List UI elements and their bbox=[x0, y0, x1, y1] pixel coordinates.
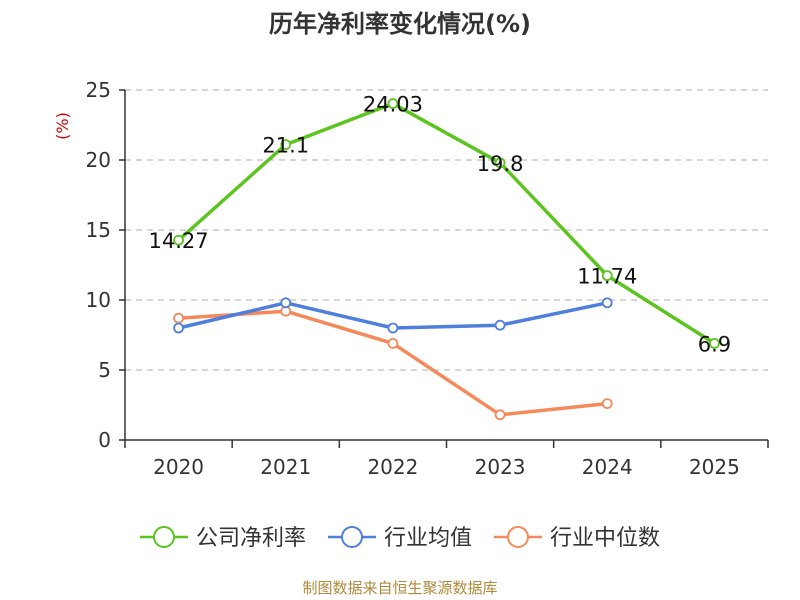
y-axis-label: (%) bbox=[53, 112, 72, 140]
point-1-2024 bbox=[601, 297, 613, 309]
legend-item-2: 行业中位数 bbox=[494, 526, 660, 551]
data-label-0-2022: 24.03 bbox=[363, 93, 423, 117]
point-0-2022 bbox=[387, 98, 399, 109]
point-0-2024 bbox=[601, 270, 613, 282]
point-0-2020 bbox=[173, 234, 184, 246]
x-tick-label-2024: 2024 bbox=[582, 455, 633, 479]
legend-item-0: 公司净利率 bbox=[140, 526, 306, 551]
x-tick-label-2025: 2025 bbox=[689, 455, 740, 479]
legend-label-0: 公司净利率 bbox=[196, 526, 306, 551]
data-label-0-2020: 14.27 bbox=[149, 229, 209, 253]
x-tick-label-2022: 2022 bbox=[367, 455, 418, 479]
y-tick-label-4: 20 bbox=[86, 148, 111, 172]
point-2-2023 bbox=[494, 409, 506, 421]
series-line-0 bbox=[177, 101, 716, 345]
legend-marker-2 bbox=[507, 526, 529, 548]
point-2-2022 bbox=[387, 337, 399, 349]
legend-label-1: 行业均值 bbox=[384, 526, 472, 551]
y-tick-label-2: 10 bbox=[86, 288, 111, 312]
point-2-2020 bbox=[173, 312, 184, 324]
point-1-2023 bbox=[494, 319, 506, 331]
point-0-2025 bbox=[709, 337, 720, 349]
gridlines bbox=[125, 89, 768, 371]
legend-label-2: 行业中位数 bbox=[550, 526, 660, 551]
series-layer bbox=[173, 98, 720, 421]
legend-item-1: 行业均值 bbox=[328, 526, 472, 551]
x-tick-label-2023: 2023 bbox=[475, 455, 526, 479]
chart-title: 历年净利率变化情况(%) bbox=[269, 10, 531, 38]
point-1-2021 bbox=[280, 297, 292, 309]
y-tick-label-5: 25 bbox=[86, 78, 111, 102]
y-tick-label-3: 15 bbox=[86, 218, 111, 242]
series-2 bbox=[173, 305, 613, 421]
source-note: 制图数据来自恒生聚源数据库 bbox=[302, 579, 497, 597]
point-0-2023 bbox=[494, 157, 506, 169]
y-tick-label-1: 5 bbox=[98, 358, 111, 382]
point-2-2024 bbox=[601, 398, 613, 410]
legend: 公司净利率 行业均值 行业中位数 bbox=[140, 526, 660, 551]
point-1-2020 bbox=[173, 322, 184, 334]
series-0 bbox=[173, 98, 720, 349]
point-0-2021 bbox=[280, 139, 292, 151]
data-label-0-2021: 21.1 bbox=[262, 134, 309, 158]
data-labels: 14.27 21.1 24.03 19.8 11.74 6.9 bbox=[149, 93, 732, 357]
legend-marker-0 bbox=[153, 526, 175, 548]
data-label-0-2024: 11.74 bbox=[577, 265, 637, 289]
data-label-0-2023: 19.8 bbox=[477, 152, 524, 176]
series-1 bbox=[173, 297, 613, 334]
data-label-0-2025: 6.9 bbox=[698, 332, 731, 356]
x-tick-label-2021: 2021 bbox=[260, 455, 311, 479]
legend-marker-1 bbox=[341, 526, 363, 548]
y-tick-label-0: 0 bbox=[98, 428, 111, 452]
x-tick-label-2020: 2020 bbox=[153, 455, 204, 479]
point-1-2022 bbox=[387, 322, 399, 334]
